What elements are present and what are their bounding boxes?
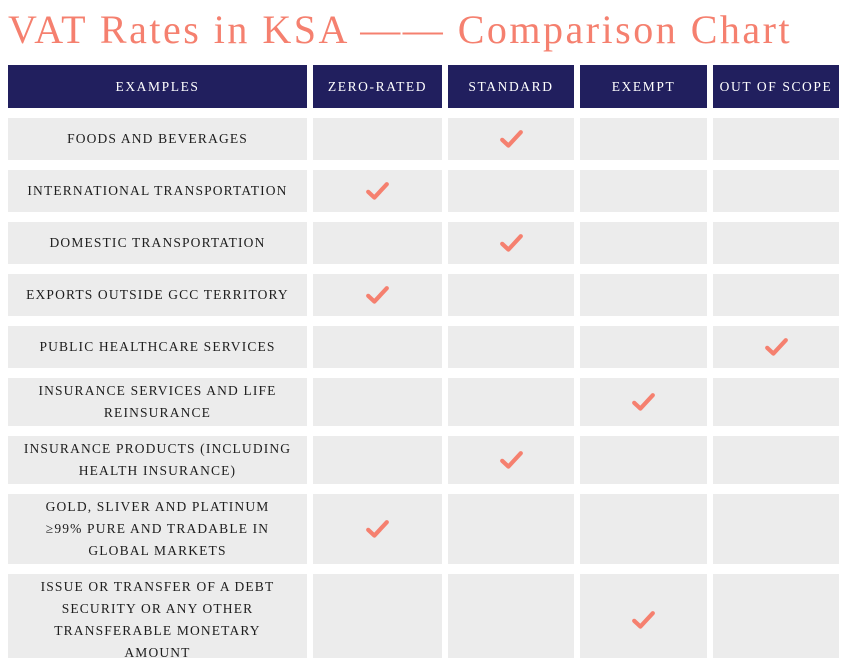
check-icon (366, 286, 389, 304)
check-cell-checked (313, 170, 442, 212)
column-header-zero-rated: ZERO-RATED (313, 65, 442, 108)
check-cell-checked (448, 222, 574, 264)
check-cell-empty (448, 494, 574, 564)
check-cell-checked (580, 574, 707, 658)
check-icon (632, 611, 655, 629)
check-cell-empty (713, 274, 839, 316)
check-cell-empty (313, 326, 442, 368)
check-icon (764, 338, 788, 356)
check-cell-empty (448, 170, 574, 212)
check-cell-checked (448, 118, 574, 160)
check-cell-empty (448, 378, 574, 426)
example-cell: GOLD, SLIVER AND PLATINUM ≥99% PURE AND … (8, 494, 307, 564)
example-label: FOODS AND BEVERAGES (67, 131, 248, 146)
check-cell-empty (580, 170, 707, 212)
check-cell-empty (713, 378, 839, 426)
check-icon (499, 234, 523, 252)
check-icon (499, 130, 523, 148)
example-label: PUBLIC HEALTHCARE SERVICES (39, 339, 276, 354)
check-cell-empty (713, 118, 839, 160)
check-cell-empty (313, 222, 442, 264)
example-cell: FOODS AND BEVERAGES (8, 118, 307, 160)
comparison-table: EXAMPLES ZERO-RATED STANDARD EXEMPT OUT … (8, 65, 841, 658)
check-cell-empty (448, 274, 574, 316)
column-header-out-of-scope: OUT OF SCOPE (713, 65, 839, 108)
check-cell-empty (580, 326, 707, 368)
check-icon (366, 520, 389, 538)
check-cell-checked (313, 274, 442, 316)
column-header-standard: STANDARD (448, 65, 574, 108)
check-icon (366, 182, 389, 200)
check-icon (632, 393, 655, 411)
column-header-examples: EXAMPLES (8, 65, 307, 108)
example-cell: PUBLIC HEALTHCARE SERVICES (8, 326, 307, 368)
check-cell-checked (313, 494, 442, 564)
check-cell-empty (580, 118, 707, 160)
example-cell: ISSUE OR TRANSFER OF A DEBT SECURITY OR … (8, 574, 307, 658)
example-cell: DOMESTIC TRANSPORTATION (8, 222, 307, 264)
check-cell-empty (313, 436, 442, 484)
check-cell-empty (713, 170, 839, 212)
check-cell-empty (313, 118, 442, 160)
example-label: EXPORTS OUTSIDE GCC TERRITORY (26, 287, 289, 302)
check-cell-empty (713, 222, 839, 264)
example-label: DOMESTIC TRANSPORTATION (49, 235, 266, 250)
example-cell: INSURANCE SERVICES AND LIFE REINSURANCE (8, 378, 307, 426)
example-label: INTERNATIONAL TRANSPORTATION (27, 183, 288, 198)
check-cell-checked (580, 378, 707, 426)
check-cell-empty (580, 274, 707, 316)
check-cell-empty (448, 574, 574, 658)
check-cell-empty (713, 494, 839, 564)
example-cell: EXPORTS OUTSIDE GCC TERRITORY (8, 274, 307, 316)
check-cell-empty (313, 574, 442, 658)
check-cell-empty (713, 436, 839, 484)
check-cell-empty (713, 574, 839, 658)
example-label: INSURANCE SERVICES AND LIFE REINSURANCE (38, 383, 277, 420)
column-header-exempt: EXEMPT (580, 65, 707, 108)
check-icon (499, 451, 523, 469)
check-cell-empty (313, 378, 442, 426)
example-label: GOLD, SLIVER AND PLATINUM ≥99% PURE AND … (45, 499, 270, 558)
example-cell: INTERNATIONAL TRANSPORTATION (8, 170, 307, 212)
check-cell-empty (580, 494, 707, 564)
check-cell-empty (580, 436, 707, 484)
check-cell-checked (448, 436, 574, 484)
example-cell: INSURANCE PRODUCTS (INCLUDING HEALTH INS… (8, 436, 307, 484)
check-cell-checked (713, 326, 839, 368)
page-title: VAT Rates in KSA —— Comparison Chart (8, 7, 793, 52)
example-label: ISSUE OR TRANSFER OF A DEBT SECURITY OR … (40, 579, 275, 658)
example-label: INSURANCE PRODUCTS (INCLUDING HEALTH INS… (23, 441, 292, 478)
check-cell-empty (448, 326, 574, 368)
check-cell-empty (580, 222, 707, 264)
